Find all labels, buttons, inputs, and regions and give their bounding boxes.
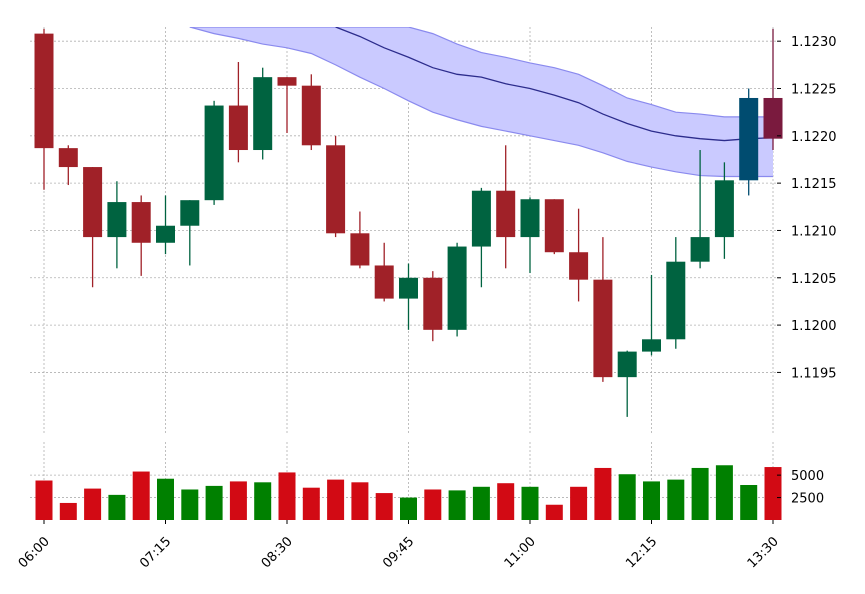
candle-body <box>350 233 370 266</box>
candle-body <box>228 105 248 151</box>
volume-bar <box>84 488 102 520</box>
volume-tick-label: 2500 <box>791 492 824 507</box>
candle-body <box>180 200 200 226</box>
volume-bar <box>229 481 247 520</box>
band-middle-line <box>335 27 774 142</box>
time-tick-label: 13:30 <box>745 534 782 571</box>
candle-body <box>204 105 224 201</box>
price-tick-label: 1.1200 <box>791 319 837 334</box>
volume-bar <box>764 467 782 520</box>
price-candles <box>34 28 783 417</box>
candle-body <box>326 145 346 234</box>
volume-axis: 2500 5000 <box>777 469 824 507</box>
volume-bar <box>400 497 417 520</box>
band-area <box>189 27 774 177</box>
candle-body <box>253 77 273 151</box>
volume-bar <box>740 485 758 520</box>
candle-body <box>374 265 394 299</box>
time-tick-label: 12:15 <box>623 534 660 571</box>
volume-bar <box>472 486 490 520</box>
volume-bar <box>618 474 636 520</box>
volume-bar <box>667 479 685 520</box>
volume-bar <box>205 485 223 520</box>
candle-body <box>520 199 540 238</box>
volume-bar <box>497 483 515 520</box>
candle-body <box>83 167 103 238</box>
time-tick-label: 08:30 <box>259 534 296 571</box>
candle-body <box>277 77 297 86</box>
candle-body <box>763 97 783 139</box>
candle-body <box>496 190 516 238</box>
volume-bar <box>35 480 53 520</box>
volume-tick-label: 5000 <box>791 469 824 484</box>
candle-body <box>544 199 564 253</box>
volume-bar <box>643 481 660 520</box>
volume-bars <box>35 465 782 520</box>
candle-body <box>569 252 589 280</box>
candle-body <box>34 33 54 149</box>
volume-bar <box>254 482 272 520</box>
price-axis: 1.1195 1.1200 1.1205 1.1210 1.1215 1.1220 1.12… <box>777 35 837 381</box>
volume-bar <box>424 489 442 520</box>
volume-bar <box>351 482 369 520</box>
volume-bar <box>278 472 296 520</box>
volume-bar <box>448 490 466 520</box>
time-axis: 06:00 07:15 08:30 09:45 11:00 12:15 13:30 <box>16 520 782 571</box>
candle-body <box>156 225 175 243</box>
candle-body <box>471 190 491 247</box>
candle-body <box>739 97 759 181</box>
volume-bar <box>545 504 563 520</box>
time-tick-label: 06:00 <box>16 534 53 571</box>
time-tick-label: 07:15 <box>137 534 174 571</box>
volume-bar <box>375 493 393 520</box>
candle-body <box>617 351 637 378</box>
candle-body <box>447 246 467 330</box>
volume-bar <box>157 478 174 520</box>
candle-body <box>714 180 734 238</box>
price-tick-label: 1.1195 <box>791 366 837 381</box>
volume-bar <box>59 502 77 520</box>
band-lower-line <box>189 27 773 178</box>
candle-body <box>301 85 321 146</box>
candle-body <box>666 261 686 340</box>
candle-body <box>593 279 613 378</box>
price-tick-label: 1.1205 <box>791 272 837 287</box>
volume-bar <box>691 467 709 520</box>
volume-bar <box>108 494 126 520</box>
price-tick-label: 1.1210 <box>791 224 837 239</box>
volume-bar <box>715 465 733 520</box>
price-tick-label: 1.1225 <box>791 83 837 98</box>
candle-body <box>131 202 151 243</box>
price-tick-label: 1.1230 <box>791 35 837 50</box>
moving-average-band <box>189 27 774 178</box>
candle-body <box>642 339 661 352</box>
candle-body <box>423 277 443 330</box>
volume-bar <box>570 486 588 520</box>
band-upper-line <box>189 27 773 118</box>
volume-bar <box>327 479 345 520</box>
volume-bar <box>132 471 150 520</box>
price-tick-label: 1.1215 <box>791 177 837 192</box>
time-tick-label: 11:00 <box>502 534 539 571</box>
candle-body <box>690 237 710 262</box>
candle-body <box>399 277 418 299</box>
candle-body <box>107 202 127 238</box>
candle-body <box>58 148 78 168</box>
time-tick-label: 09:45 <box>380 534 417 571</box>
price-tick-label: 1.1220 <box>791 130 837 145</box>
volume-bar <box>181 489 199 520</box>
volume-bar <box>302 487 320 520</box>
volume-bar <box>521 486 539 520</box>
volume-bar <box>594 467 612 520</box>
